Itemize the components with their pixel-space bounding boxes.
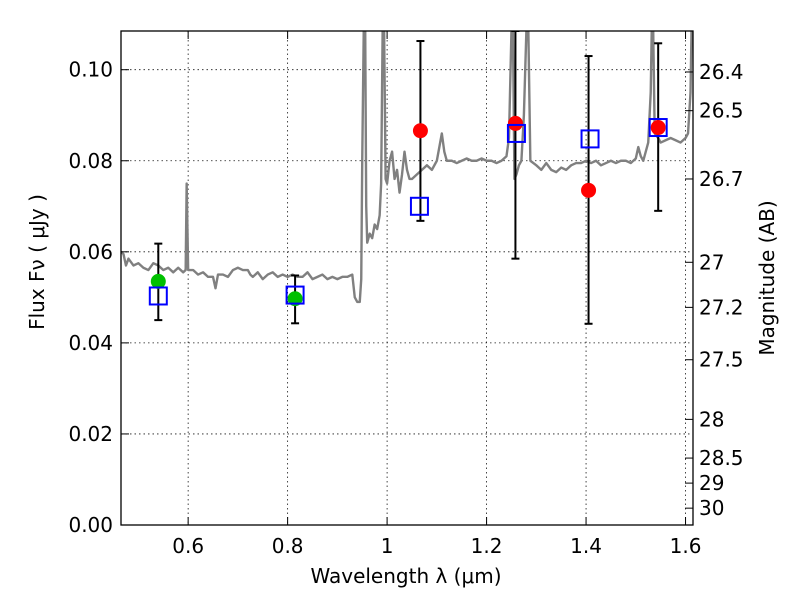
data-point-square [285,285,305,305]
y-tick-label: 0.10 [68,58,113,82]
data-point-circle [412,123,428,139]
magnitude-tick-label: 30 [699,496,724,520]
y-tick-label: 0.08 [68,149,113,173]
spectrum-line [121,31,693,304]
x-tick-label: 1 [381,534,394,558]
magnitude-tick-label: 27 [699,250,724,274]
data-point-square [409,196,429,216]
data-point-square [506,123,526,143]
magnitude-tick-label: 27.5 [699,348,744,372]
axis-ticks: 0.6 0.8 1 1.2 1.4 1.6 0.00 0.02 0.04 0.06 0.08 0.10… [68,31,744,558]
magnitude-tick-label: 28 [699,407,724,431]
magnitude-axis-label: Magnitude (AB) [755,200,779,355]
data-point-circle [507,115,523,131]
x-axis-label: Wavelength λ (μm) [310,564,501,588]
data-point-circle [581,182,597,198]
magnitude-tick-label: 27.2 [699,295,744,319]
spectrum-layer [121,31,693,304]
plot-frame [120,30,694,526]
data-point-circle [150,273,166,289]
magnitude-tick-label: 28.5 [699,446,744,470]
x-tick-label: 1.2 [471,534,503,558]
data-point-circle [650,120,666,136]
data-point-square [580,129,600,149]
grid-lines [121,31,693,526]
y-tick-label: 0.00 [68,513,113,537]
x-tick-label: 1.4 [570,534,602,558]
magnitude-tick-label: 26.4 [699,60,744,84]
magnitude-tick-label: 26.7 [699,167,744,191]
data-point-circle [287,291,303,307]
x-tick-label: 0.8 [272,534,304,558]
y-tick-label: 0.02 [68,422,113,446]
data-markers [148,115,668,307]
x-tick-label: 1.6 [670,534,702,558]
data-point-square [648,118,668,138]
y-axis-label: Flux Fν ( μJy ) [25,194,49,330]
x-tick-label: 0.6 [172,534,204,558]
y-tick-label: 0.06 [68,240,113,264]
y-tick-label: 0.04 [68,331,113,355]
data-point-square [148,286,168,306]
magnitude-tick-label: 29 [699,471,724,495]
magnitude-tick-label: 26.5 [699,99,744,123]
